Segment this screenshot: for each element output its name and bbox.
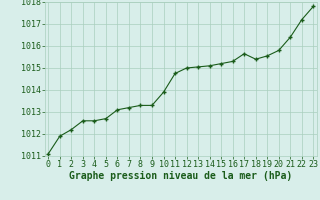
X-axis label: Graphe pression niveau de la mer (hPa): Graphe pression niveau de la mer (hPa) <box>69 171 292 181</box>
